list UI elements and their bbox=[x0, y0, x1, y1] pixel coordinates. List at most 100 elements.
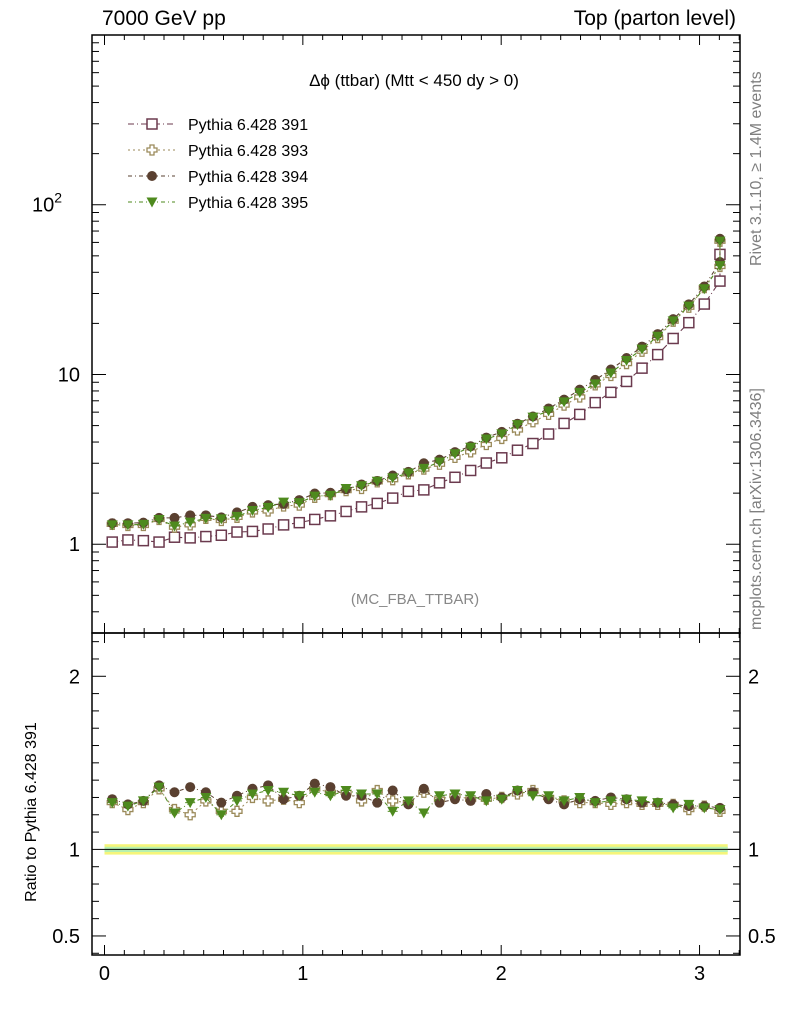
data-point bbox=[231, 526, 243, 538]
rivet-version-label: Rivet 3.1.10, ≥ 1.4M events bbox=[748, 71, 765, 266]
data-point bbox=[574, 387, 586, 398]
main-y-tick-label: 102 bbox=[32, 190, 62, 217]
ratio-data-point bbox=[605, 796, 617, 807]
data-point bbox=[122, 520, 134, 531]
data-point bbox=[184, 517, 196, 528]
data-point bbox=[652, 331, 664, 342]
data-point bbox=[371, 476, 383, 487]
ratio-data-point bbox=[387, 806, 399, 817]
ratio-data-point bbox=[496, 794, 508, 805]
data-point bbox=[309, 491, 321, 502]
ratio-data-point bbox=[434, 797, 445, 808]
ratio-data-point bbox=[122, 801, 134, 812]
ratio-data-point bbox=[387, 785, 398, 796]
ratio-plot-frame bbox=[91, 632, 741, 956]
ratio-data-point bbox=[589, 798, 601, 809]
data-point bbox=[480, 434, 492, 445]
main-y-tick-exponent: 2 bbox=[54, 190, 62, 206]
mcplots-source-label: mcplots.cern.ch [arXiv:1306.3436] bbox=[748, 388, 765, 630]
ratio-data-point bbox=[216, 797, 227, 808]
data-point bbox=[340, 484, 352, 495]
ratio-data-point bbox=[262, 795, 274, 807]
data-point bbox=[667, 332, 679, 345]
data-point bbox=[527, 412, 539, 423]
data-point bbox=[402, 485, 415, 498]
ratio-data-point bbox=[372, 797, 383, 808]
data-point bbox=[434, 457, 446, 468]
main-y-tick-label: 1 bbox=[69, 534, 80, 556]
ratio-data-point bbox=[511, 786, 523, 797]
ratio-data-point bbox=[387, 795, 399, 807]
data-point bbox=[542, 428, 555, 440]
data-point bbox=[106, 536, 118, 548]
data-point bbox=[558, 397, 570, 408]
ratio-data-point bbox=[293, 791, 305, 802]
data-point bbox=[137, 519, 149, 530]
ratio-data-point bbox=[434, 791, 446, 802]
ratio-data-point bbox=[278, 787, 290, 798]
ratio-data-point bbox=[714, 805, 726, 816]
ratio-data-point bbox=[325, 782, 336, 793]
legend-marker bbox=[146, 197, 158, 208]
ratio-data-point bbox=[293, 797, 305, 809]
ratio-data-point bbox=[652, 798, 664, 809]
data-point bbox=[683, 301, 695, 312]
ratio-data-point bbox=[698, 803, 710, 814]
ratio-data-point bbox=[683, 799, 695, 810]
ratio-data-point bbox=[137, 796, 149, 807]
ratio-data-point bbox=[169, 808, 181, 819]
data-point bbox=[589, 379, 601, 390]
data-point bbox=[558, 417, 570, 430]
data-point bbox=[449, 449, 461, 460]
legend-marker bbox=[147, 171, 157, 181]
x-tick-label: 0 bbox=[99, 963, 110, 985]
data-point bbox=[200, 513, 212, 524]
x-tick-label: 1 bbox=[297, 963, 308, 985]
data-point bbox=[277, 519, 290, 531]
data-point bbox=[496, 429, 508, 440]
ratio-data-point bbox=[480, 796, 492, 807]
data-point bbox=[122, 534, 134, 546]
data-point bbox=[527, 437, 539, 450]
analysis-watermark: (MC_FBA_TTBAR) bbox=[351, 591, 479, 608]
data-point bbox=[168, 531, 181, 543]
data-point bbox=[169, 521, 181, 532]
data-point bbox=[621, 355, 633, 366]
data-point bbox=[106, 520, 118, 531]
ratio-y-axis-label: Ratio to Pythia 6.428 391 bbox=[23, 722, 40, 902]
ratio-data-point bbox=[574, 792, 586, 803]
data-point bbox=[184, 532, 196, 544]
data-point bbox=[480, 457, 493, 469]
data-point bbox=[714, 261, 726, 272]
ratio-data-point bbox=[527, 791, 539, 802]
ratio-data-point bbox=[169, 787, 180, 798]
data-point bbox=[698, 284, 710, 295]
ratio-data-point bbox=[215, 810, 227, 821]
data-point bbox=[511, 420, 523, 431]
data-point bbox=[636, 344, 648, 355]
data-point bbox=[308, 513, 321, 526]
data-point bbox=[464, 464, 477, 477]
plot-title: Δϕ (ttbar) (Mtt < 450 dy > 0) bbox=[309, 71, 519, 90]
ratio-series-line-2 bbox=[112, 783, 721, 809]
data-point bbox=[278, 497, 290, 508]
ratio-data-point bbox=[184, 809, 196, 821]
ratio-data-point bbox=[449, 789, 461, 800]
ratio-data-point bbox=[309, 787, 321, 798]
data-point bbox=[418, 484, 430, 496]
data-point bbox=[714, 236, 726, 247]
ratio-data-point bbox=[558, 796, 570, 807]
data-point bbox=[683, 316, 695, 329]
series-line-1 bbox=[112, 254, 721, 543]
data-point bbox=[402, 468, 414, 479]
data-point bbox=[465, 442, 477, 453]
ratio-data-point bbox=[106, 798, 118, 809]
data-point bbox=[386, 492, 399, 504]
data-point bbox=[480, 438, 492, 451]
data-point bbox=[231, 511, 243, 522]
data-point bbox=[340, 505, 352, 518]
data-point bbox=[620, 375, 633, 388]
ratio-data-point bbox=[185, 782, 196, 793]
data-point bbox=[371, 497, 383, 510]
data-point bbox=[605, 386, 617, 399]
